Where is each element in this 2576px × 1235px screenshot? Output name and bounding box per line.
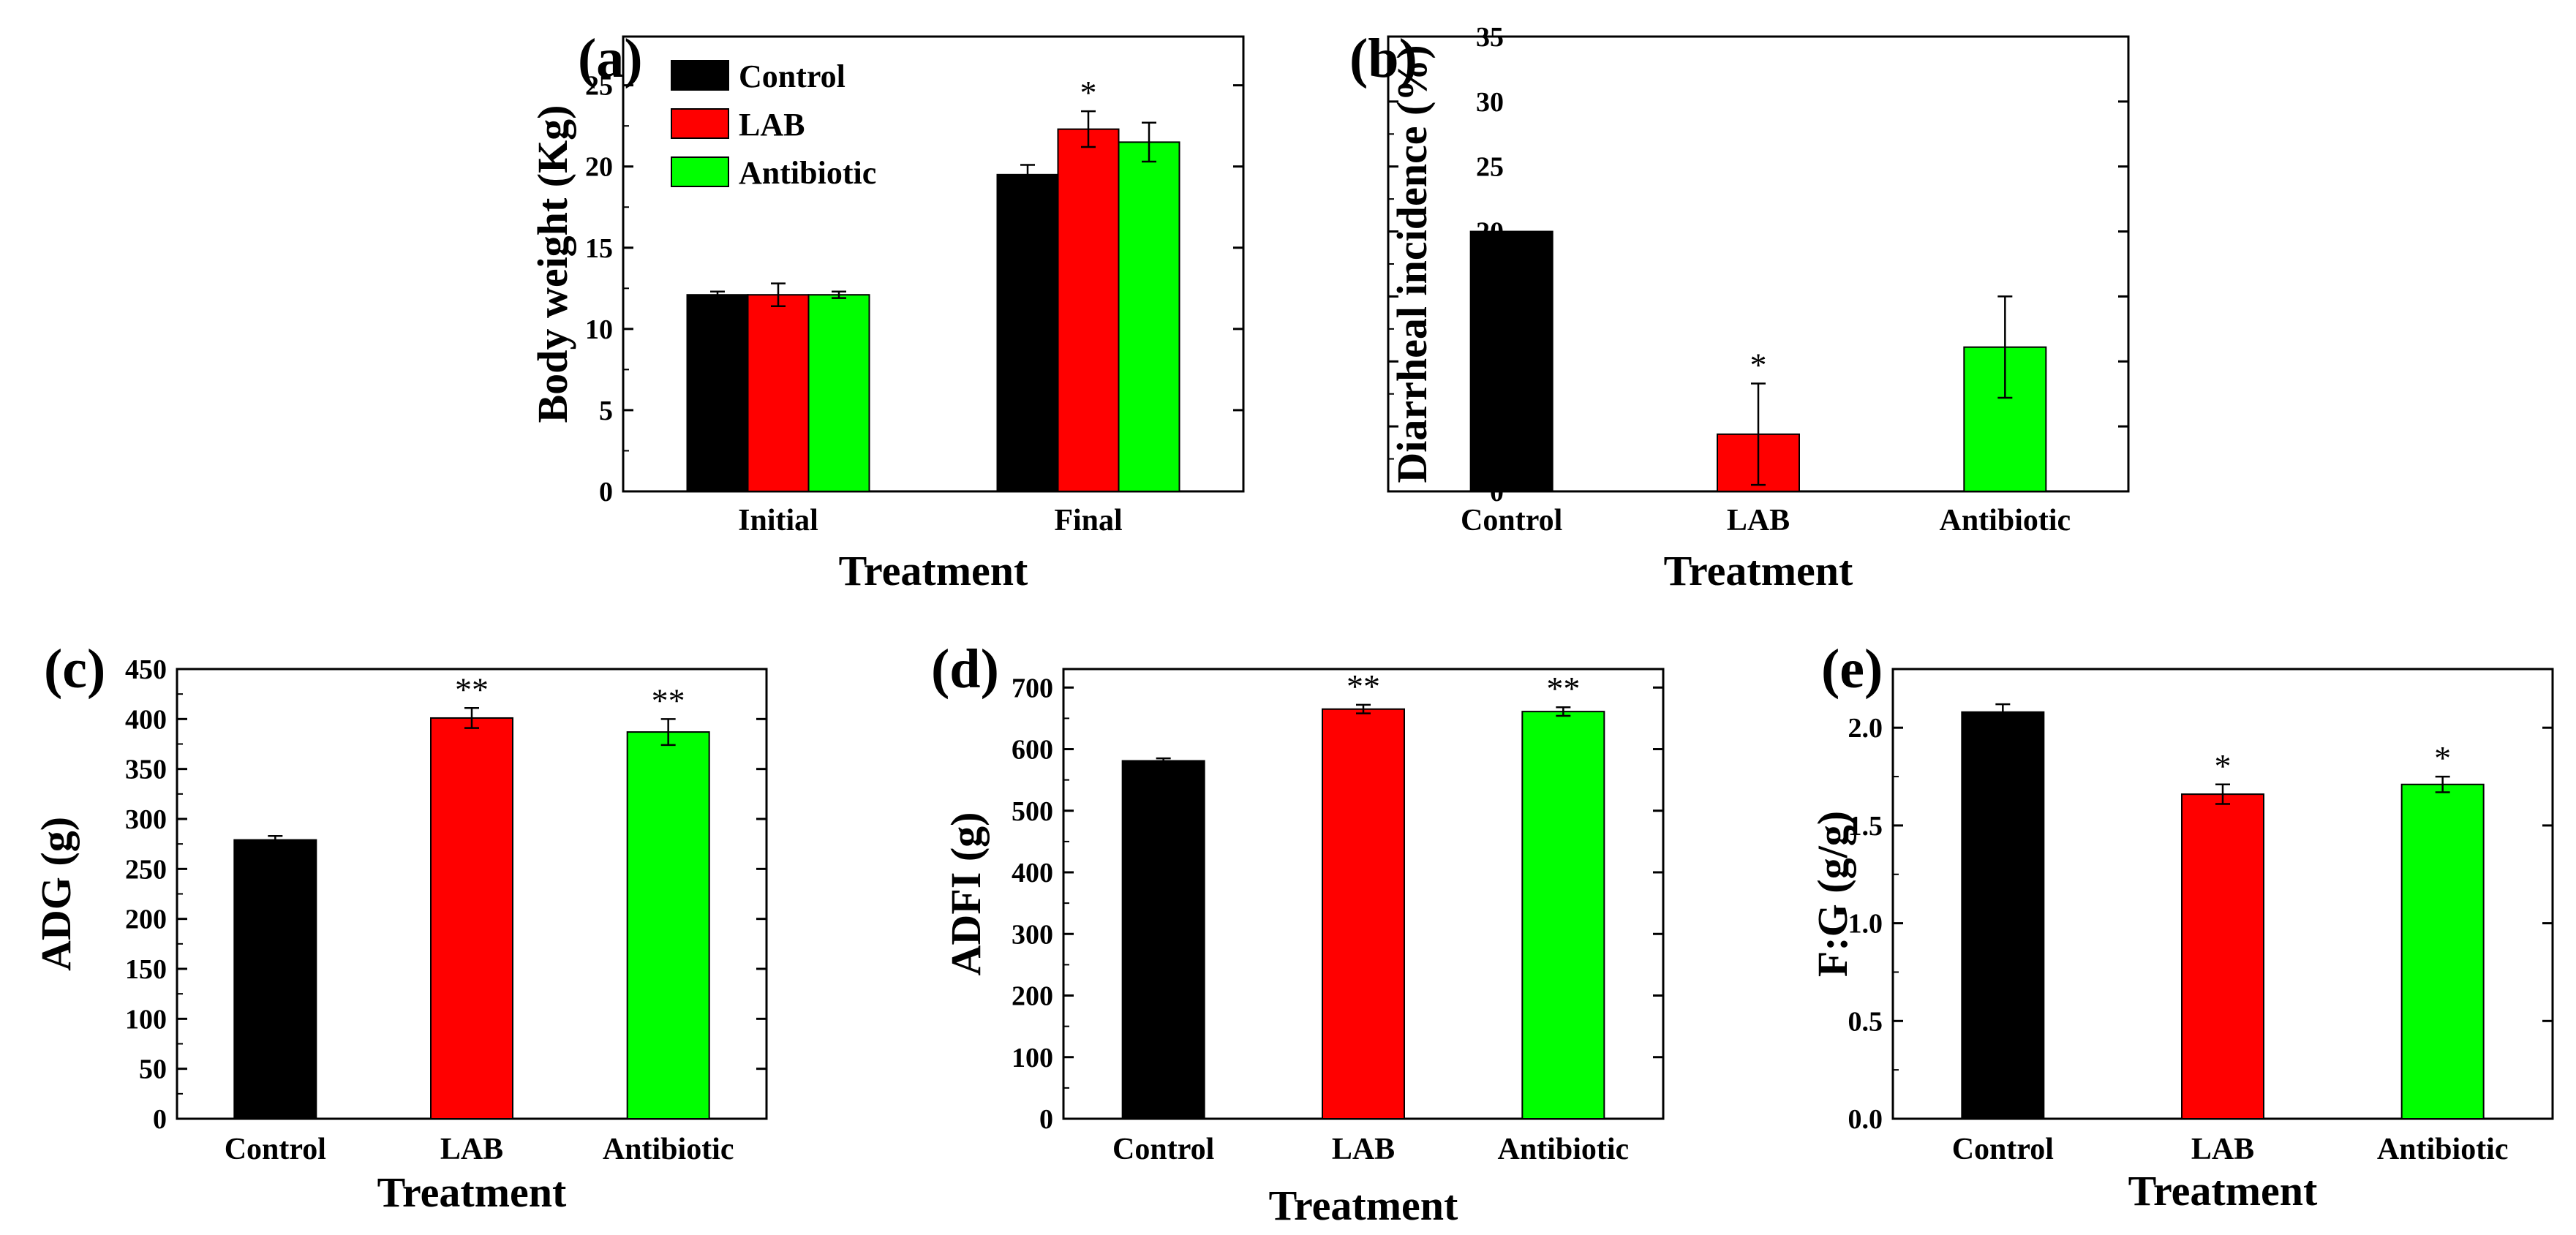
panel-b-diarrheal-incidence: 05101520253035ControlLABAntibiotic*(b)Tr… [1349, 22, 2130, 594]
y-axis-label: ADG (g) [32, 817, 80, 971]
plot-frame [622, 35, 1245, 493]
y-tick-label: 10 [585, 314, 613, 345]
legend-label-antibiotic: Antibiotic [739, 155, 876, 191]
y-axis-label: Body weight (Kg) [529, 105, 576, 423]
y-tick-label: 25 [585, 71, 613, 102]
significance-marker: * [2215, 747, 2232, 785]
bar-lab [2181, 793, 2264, 1120]
y-tick-label: 0.5 [1848, 1006, 1883, 1037]
x-category-label: Antibiotic [1497, 1133, 1629, 1166]
significance-marker: * [2434, 739, 2451, 777]
y-tick-label: 5 [599, 396, 613, 426]
x-axis-label: Treatment [839, 547, 1028, 594]
significance-marker: * [1750, 346, 1767, 383]
y-tick-label: 1.5 [1848, 811, 1883, 842]
y-tick-label: 0 [153, 1104, 167, 1135]
panel-label: (a) [578, 28, 643, 89]
y-tick-label: 600 [1012, 735, 1053, 766]
x-axis-label: Treatment [2128, 1167, 2318, 1215]
x-category-label: Antibiotic [603, 1133, 734, 1166]
y-tick-label: 30 [1476, 87, 1504, 118]
y-axis-label: ADFI (g) [942, 812, 990, 976]
x-category-label: Final [1054, 504, 1122, 537]
bar-control [1469, 230, 1553, 492]
y-tick-label: 50 [139, 1054, 167, 1085]
legend-label-lab: LAB [739, 107, 805, 143]
x-category-label: Control [1952, 1133, 2054, 1166]
legend-swatch-antibiotic [671, 156, 729, 187]
significance-marker: ** [1546, 670, 1580, 707]
y-tick-label: 200 [125, 904, 167, 935]
bar-lab [1322, 708, 1405, 1119]
x-category-label: LAB [1332, 1133, 1395, 1166]
legend-label-control: Control [739, 58, 846, 94]
panel-c-adg: 0 50 100 150 200 250 300 350 400 450 Control LAB Ant… [32, 638, 768, 1216]
y-tick-label: 300 [125, 804, 167, 835]
y-tick-label: 250 [125, 854, 167, 885]
significance-marker: ** [455, 671, 489, 708]
panel-label: (e) [1821, 638, 1883, 700]
x-category-label: LAB [440, 1133, 503, 1166]
y-tick-label: 150 [125, 954, 167, 985]
bar-antibiotic-final [1118, 141, 1180, 492]
significance-marker: ** [1347, 668, 1380, 705]
y-axis-label: F:G (g/g) [1809, 811, 1856, 977]
bar-control [1121, 760, 1205, 1119]
x-category-label: Initial [738, 504, 818, 537]
bar-lab [430, 717, 513, 1119]
bar-control [1961, 711, 2045, 1119]
x-category-label: LAB [2191, 1133, 2254, 1166]
x-category-label: Antibiotic [1939, 504, 2071, 537]
y-tick-label: 15 [585, 233, 613, 264]
bar-lab-final [1057, 128, 1120, 492]
y-tick-label: 350 [125, 755, 167, 785]
bar-lab-initial [747, 294, 810, 492]
y-tick-label: 20 [585, 152, 613, 183]
bar-antibiotic [2400, 783, 2485, 1119]
y-tick-label: 100 [1012, 1043, 1053, 1073]
y-tick-label: 500 [1012, 796, 1053, 827]
significance-marker: ** [652, 681, 685, 719]
y-tick-label: 0 [599, 477, 613, 507]
y-tick-label: 700 [1012, 673, 1053, 703]
x-axis-label: Treatment [1664, 547, 1853, 594]
y-tick-label: 0 [1039, 1104, 1053, 1135]
y-tick-label: 35 [1476, 22, 1504, 53]
panel-label: (c) [44, 638, 105, 700]
x-category-label: LAB [1727, 504, 1790, 537]
bar-antibiotic [1521, 711, 1605, 1119]
y-axis-label: Diarrheal incidence (%) [1388, 45, 1436, 483]
y-tick-label: 300 [1012, 919, 1053, 950]
bar-control [233, 839, 317, 1119]
panel-d-adfi: 0 100 200 300 400 500 600 700 Control LAB Antibiot… [931, 638, 1665, 1229]
bar-control-initial [686, 294, 749, 492]
y-tick-label: 0.0 [1848, 1104, 1883, 1135]
bar-antibiotic-initial [807, 294, 870, 492]
panel-label: (b) [1349, 28, 1417, 89]
y-tick-label: 1.0 [1848, 909, 1883, 940]
y-tick-label: 100 [125, 1004, 167, 1035]
y-tick-label: 200 [1012, 981, 1053, 1012]
y-tick-label: 25 [1476, 152, 1504, 183]
y-tick-label: 400 [125, 704, 167, 735]
bar-antibiotic [626, 731, 710, 1119]
y-tick-label: 2.0 [1848, 713, 1883, 744]
legend-swatch-control [671, 60, 729, 91]
x-category-label: Control [225, 1133, 326, 1166]
significance-marker: * [1080, 74, 1097, 111]
x-category-label: Control [1461, 504, 1562, 537]
x-axis-label: Treatment [1269, 1182, 1458, 1229]
x-category-label: Antibiotic [2377, 1133, 2509, 1166]
x-category-label: Control [1112, 1133, 1214, 1166]
x-axis-label: Treatment [377, 1168, 567, 1216]
panel-a-body-weight: 0 5 10 15 20 25 Initial Final * Control LAB Antibio… [529, 28, 1245, 594]
y-tick-label: 450 [125, 654, 167, 685]
panel-e-fg: 0.0 0.5 1.0 1.5 2.0 Control LAB Antibiotic * * (e)… [1809, 638, 2554, 1215]
y-tick-label: 400 [1012, 858, 1053, 888]
bar-control-final [996, 173, 1059, 492]
legend-swatch-lab [671, 108, 729, 139]
panel-label: (d) [931, 638, 999, 700]
